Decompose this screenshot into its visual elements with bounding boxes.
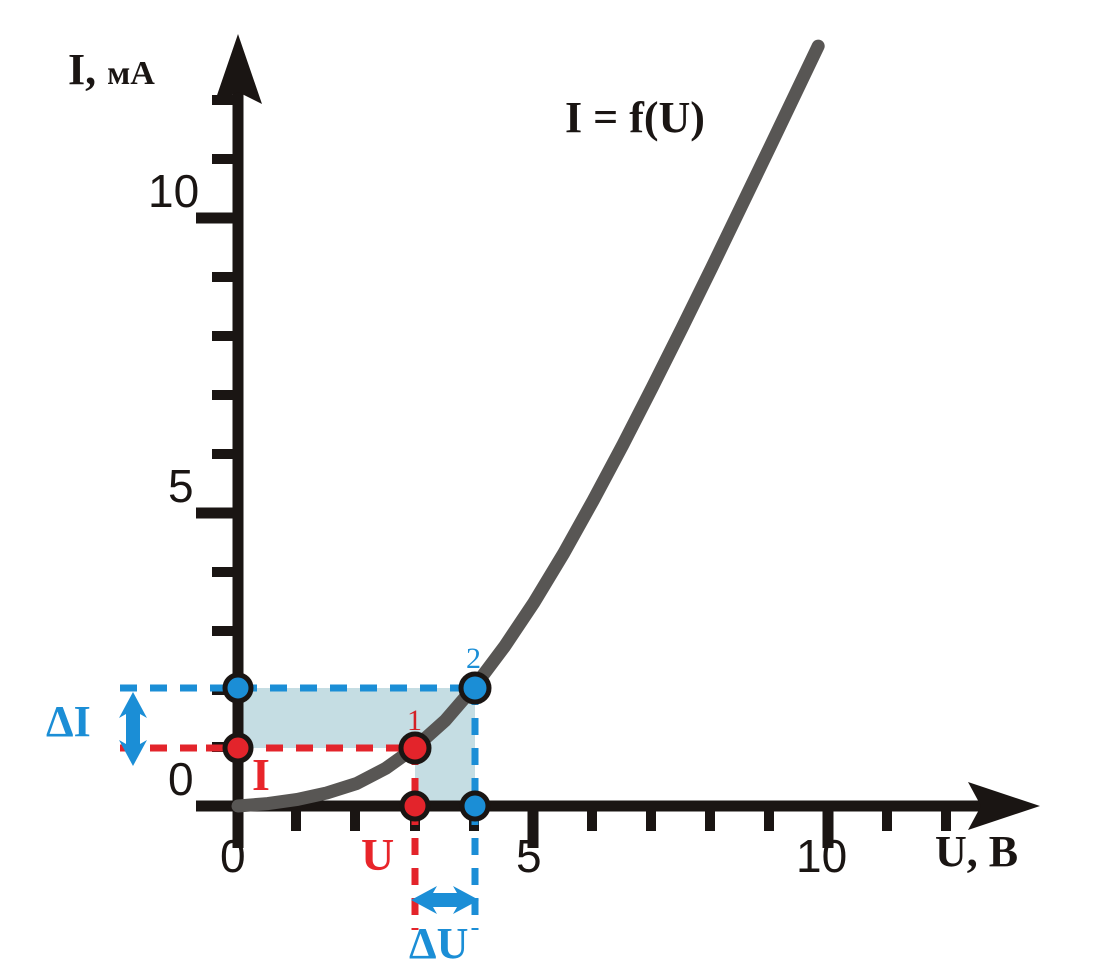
y-tick-label-5: 5 [168,460,194,512]
y-axis-major-ticks [196,212,238,812]
y-axis-arrowhead [214,34,262,104]
delta-i-arrow [119,692,147,766]
point-2-number-label: 2 [466,642,481,675]
marker-point-1[interactable] [398,731,432,765]
x-axis-title-quantity: U, [935,827,978,876]
delta-u-label: ΔU [409,919,469,968]
y-axis-title-quantity: I, [68,45,97,94]
marker-u1-on-x-axis[interactable] [399,790,431,822]
y-tick-label-10: 10 [148,165,200,217]
marker-i2-on-y-axis[interactable] [222,672,254,704]
x-axis-major-ticks [232,806,834,848]
x-axis-title-unit: В [988,827,1019,876]
y-axis-title: I, мА [68,48,155,92]
data-point-markers [222,671,492,822]
y-tick-label-0: 0 [168,753,194,805]
current-i-label: I [252,749,270,800]
shaded-delta-regions [238,688,475,806]
y-axis-title-unit: мА [107,55,155,92]
x-tick-label-10: 10 [796,830,848,882]
x-axis-arrowhead [968,782,1040,830]
point-1-number-label: 1 [407,704,422,737]
marker-point-2[interactable] [458,671,492,705]
iv-curve [231,39,825,813]
x-tick-label-0: 0 [220,830,246,882]
marker-u2-on-x-axis[interactable] [459,790,491,822]
x-tick-label-5: 5 [516,830,542,882]
voltage-u-label: U [361,829,395,880]
delta-i-label: ΔI [46,697,91,746]
x-axis-title: U, В [935,830,1018,874]
curve-equation-title: I = f(U) [565,93,705,142]
marker-i1-on-y-axis[interactable] [222,732,254,764]
delta-u-arrow [411,886,479,914]
